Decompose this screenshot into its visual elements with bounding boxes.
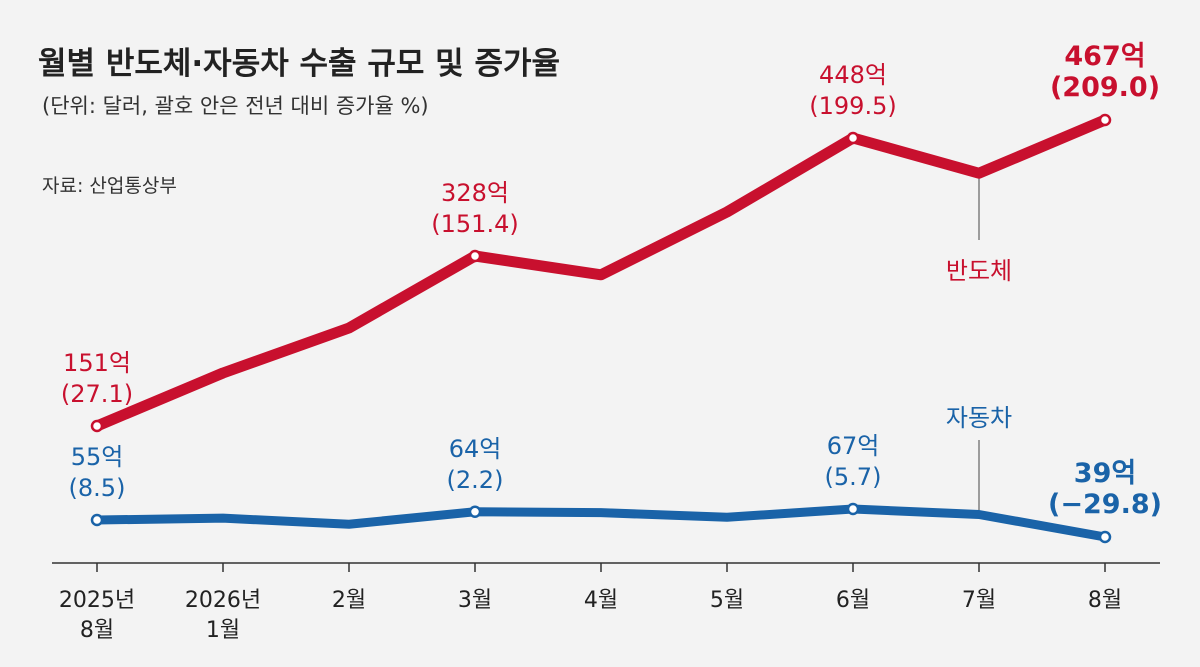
chart-title: 월별 반도체·자동차 수출 규모 및 증가율: [38, 46, 560, 82]
data-point-marker: [468, 505, 482, 518]
data-point-marker: [1098, 530, 1112, 544]
data-point-marker: [90, 513, 104, 527]
data-labels: 151억 (27.1) 328억 (151.4) 448억 (199.5) 467억(209…: [61, 41, 1162, 520]
data-label-value: 151억: [63, 349, 131, 377]
x-tick-label: 6월: [836, 588, 870, 613]
chart-source: 자료: 산업통상부: [42, 175, 177, 197]
x-tick-label: 3월: [458, 588, 492, 613]
x-tick-label: 2025년: [59, 588, 135, 613]
data-point-marker: [90, 419, 104, 433]
data-label-rate: (27.1): [61, 380, 133, 408]
chart-subtitle: (단위: 달러, 괄호 안은 전년 대비 증가율 %): [42, 94, 429, 118]
data-label-rate: (2.2): [447, 466, 504, 494]
x-tick-label: 8월: [80, 618, 114, 643]
data-label-rate: (5.7): [825, 463, 882, 491]
x-axis-ticks: 2025년 8월 2026년 1월 2월 3월 4월 5월 6월 7월 8월: [59, 563, 1122, 643]
x-tick-label: 4월: [584, 588, 618, 613]
data-label-value: 39억: [1074, 458, 1136, 489]
data-label-rate: (209.0): [1050, 72, 1160, 103]
data-label-value: 55억: [71, 443, 124, 471]
data-label-value: 448억: [819, 61, 887, 89]
data-point-marker: [846, 131, 860, 145]
x-tick-label: 5월: [710, 588, 744, 613]
data-label-rate: (8.5): [69, 474, 126, 502]
data-point-marker: [1098, 113, 1112, 127]
data-label-value: 467억: [1064, 41, 1145, 72]
x-tick-label: 1월: [206, 618, 240, 643]
data-label-rate: (151.4): [431, 210, 518, 238]
automobile-line: [92, 504, 1110, 542]
x-tick-label: 8월: [1088, 588, 1122, 613]
series-name-automobile: 자동차: [946, 404, 1012, 432]
data-point-marker: [468, 249, 482, 263]
semiconductor-line: [91, 114, 1111, 432]
data-label-value: 64억: [449, 435, 502, 463]
data-label-rate: (199.5): [809, 92, 896, 120]
series-name-semiconductor: 반도체: [946, 257, 1012, 285]
data-label-rate: (−29.8): [1048, 489, 1162, 520]
x-tick-label: 2월: [332, 588, 366, 613]
x-tick-label: 2026년: [185, 588, 261, 613]
data-label-value: 67억: [827, 432, 880, 460]
x-tick-label: 7월: [962, 588, 996, 613]
data-label-value: 328억: [441, 179, 509, 207]
data-point-marker: [846, 502, 860, 516]
